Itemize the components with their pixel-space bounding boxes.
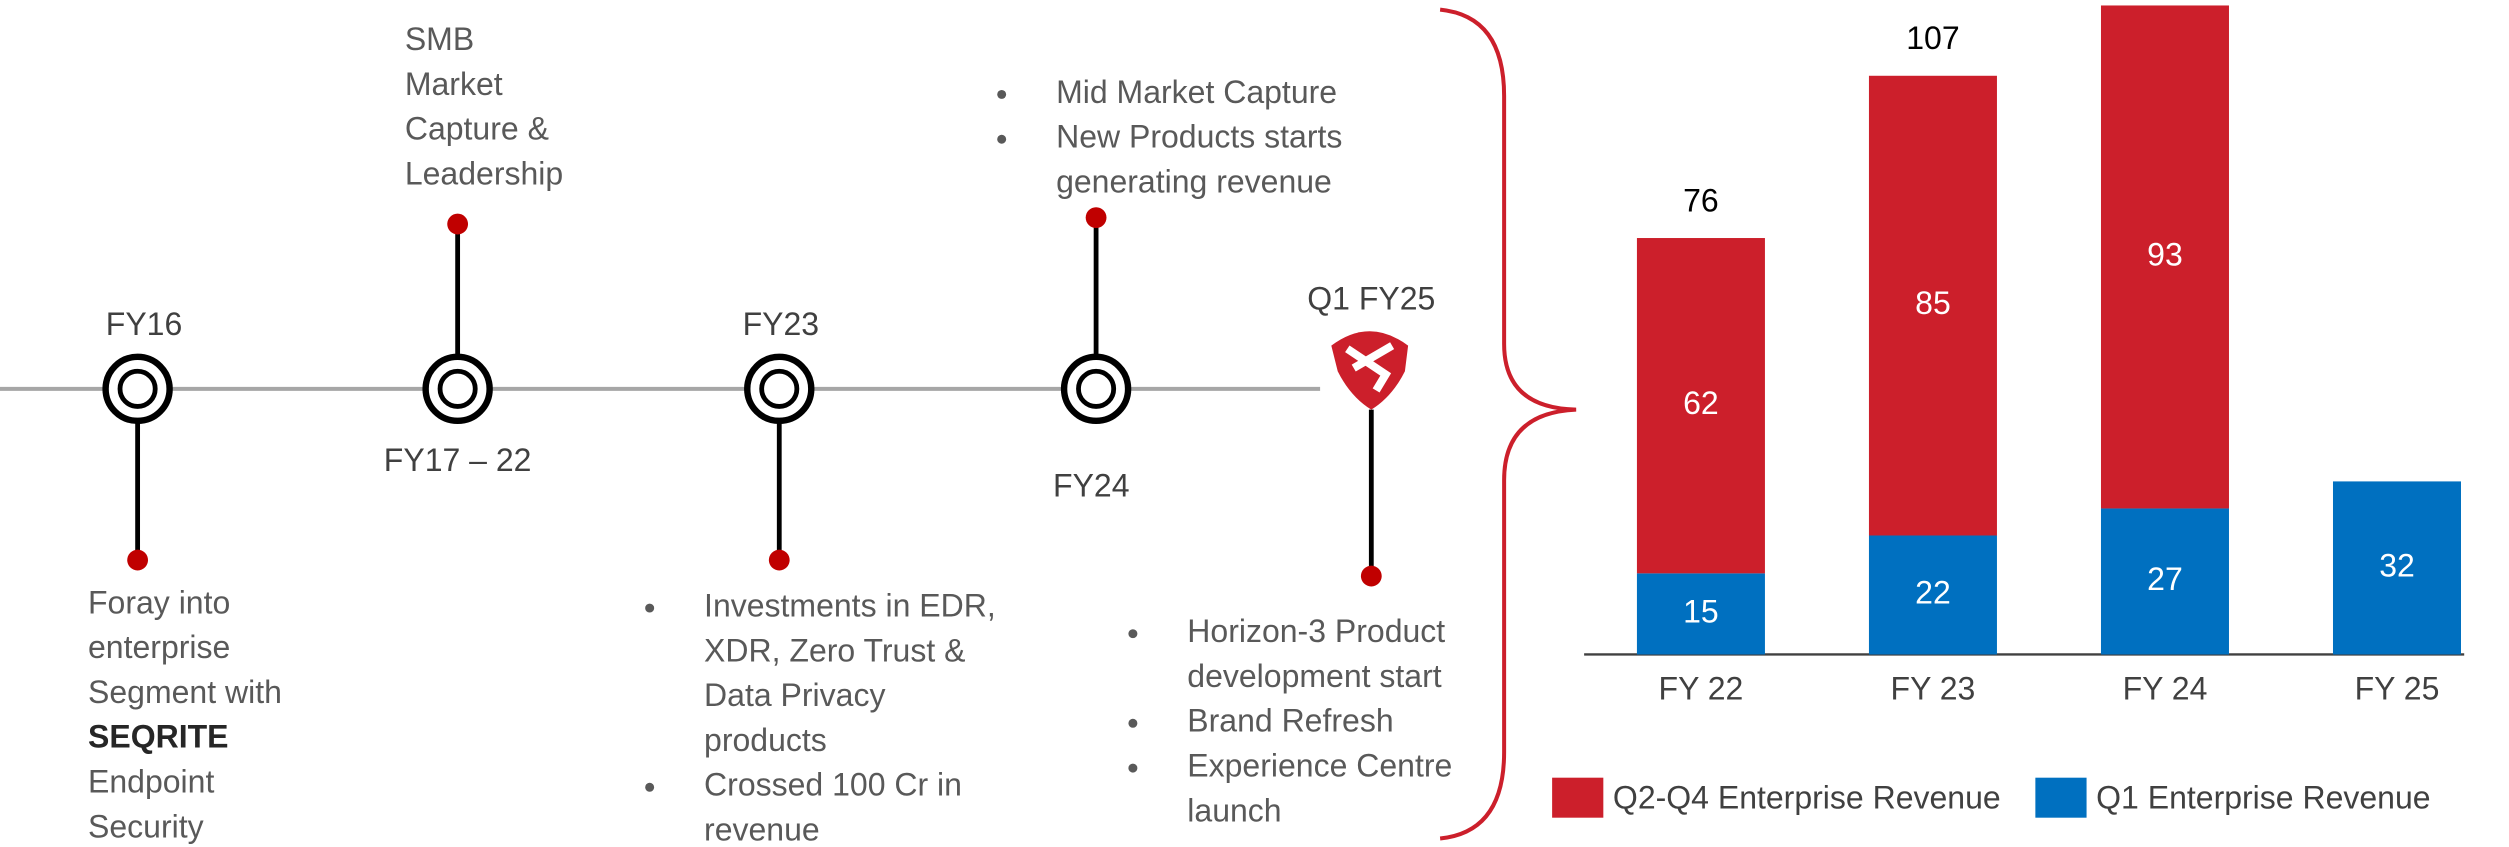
- node-inner: [1076, 368, 1117, 409]
- bullet-text: XDR, Zero Trust &: [704, 632, 965, 668]
- bullet: [997, 89, 1007, 99]
- bullet: [1128, 718, 1138, 728]
- total-label: 76: [1683, 182, 1719, 218]
- value-label: 85: [1915, 285, 1951, 321]
- node-inner: [759, 368, 800, 409]
- milestone-text: Market: [405, 66, 503, 102]
- value-label: 27: [2147, 561, 2183, 597]
- bullet: [997, 134, 1007, 144]
- bullet-text: revenue: [704, 812, 820, 847]
- end-dot: [447, 213, 469, 235]
- bar-segment: [1636, 573, 1765, 655]
- end-dot: [127, 549, 149, 571]
- legend-label: Q1 Enterprise Revenue: [2096, 780, 2430, 816]
- value-label: 15: [1683, 593, 1719, 629]
- bullet-text: Brand Refresh: [1187, 703, 1393, 739]
- bar-segment: [2100, 508, 2229, 655]
- node-inner: [117, 368, 158, 409]
- milestone-text: Capture &: [405, 111, 549, 147]
- node-inner: [437, 368, 478, 409]
- bullet-text: Mid Market Capture: [1056, 74, 1337, 110]
- bar-segment: [1868, 75, 1997, 536]
- bullet-text: development start: [1187, 658, 1441, 694]
- legend-label: Q2-Q4 Enterprise Revenue: [1613, 780, 2001, 816]
- value-label: 22: [1915, 574, 1951, 610]
- milestone-text: Segment with: [88, 674, 282, 710]
- bar-segment: [2332, 481, 2461, 655]
- bullet-text: Experience Centre: [1187, 748, 1452, 784]
- x-tick-label: FY 22: [1659, 671, 1744, 707]
- milestone-label: FY24: [1053, 468, 1129, 504]
- bullet-text: Crossed 100 Cr in: [704, 767, 962, 803]
- bullet-text: launch: [1187, 792, 1281, 828]
- x-tick-label: FY 23: [1891, 671, 1976, 707]
- bullet: [645, 603, 655, 613]
- brace: [1439, 7, 1577, 841]
- value-label: 32: [2379, 547, 2415, 583]
- x-tick-label: FY 25: [2355, 671, 2440, 707]
- bullet-text: Investments in EDR,: [704, 588, 996, 624]
- x-tick-label: FY 24: [2123, 671, 2208, 707]
- milestone-text: enterprise: [88, 629, 230, 665]
- milestone-text: SMB: [405, 21, 474, 57]
- value-label: 62: [1683, 385, 1719, 421]
- bullet-text: products: [704, 722, 827, 758]
- legend-swatch: [1552, 777, 1604, 818]
- milestone-label: FY16: [106, 306, 182, 342]
- milestone-label: Q1 FY25: [1307, 280, 1435, 316]
- bullet-text: New Products starts: [1056, 119, 1342, 155]
- end-dot: [1085, 207, 1107, 229]
- milestone-text: Leadership: [405, 155, 563, 191]
- bullet: [1128, 763, 1138, 773]
- milestone-text: SEQRITE: [88, 719, 228, 755]
- logo: [1331, 331, 1409, 410]
- legend-swatch: [2035, 777, 2087, 818]
- milestone-text: Security: [88, 808, 204, 844]
- milestone-text: Foray into: [88, 584, 230, 620]
- bullet-text: Horizon-3 Product: [1187, 613, 1445, 649]
- bullet-text: generating revenue: [1056, 163, 1332, 199]
- value-label: 93: [2147, 236, 2183, 272]
- milestone-text: Endpoint: [88, 764, 214, 800]
- milestone-label: FY17 – 22: [384, 442, 532, 478]
- bar-segment: [1636, 238, 1765, 574]
- bullet-text: Data Privacy: [704, 677, 885, 713]
- bullet: [1128, 629, 1138, 639]
- end-dot: [1360, 565, 1382, 587]
- milestone-label: FY23: [743, 306, 819, 342]
- bar-segment: [2100, 5, 2229, 509]
- bar-segment: [1868, 535, 1997, 655]
- total-label: 107: [1906, 20, 1959, 56]
- end-dot: [768, 549, 790, 571]
- bullet: [645, 782, 655, 792]
